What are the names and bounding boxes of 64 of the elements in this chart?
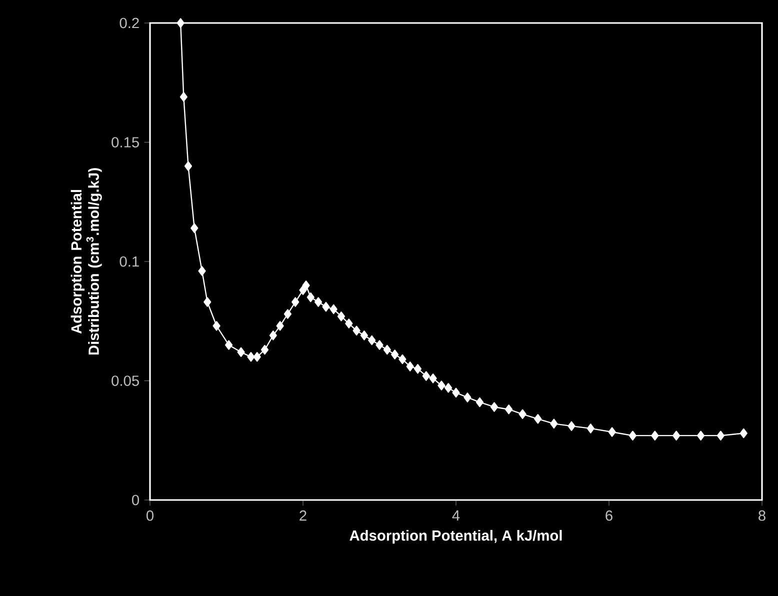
point xyxy=(740,428,748,438)
point xyxy=(204,297,212,307)
point xyxy=(651,430,659,440)
point xyxy=(260,344,269,355)
y-tick-label: 0.2 xyxy=(120,18,139,28)
x-tick-label: 8 xyxy=(758,510,766,521)
x-axis-title: Adsorption Potential, A kJ/mol xyxy=(350,530,562,544)
point xyxy=(568,421,576,431)
point xyxy=(212,321,220,331)
point xyxy=(337,311,346,322)
point xyxy=(368,335,376,346)
point xyxy=(414,364,422,374)
y-tick-label: 0.05 xyxy=(112,376,139,386)
point xyxy=(391,350,399,360)
point xyxy=(292,297,300,307)
point xyxy=(716,430,724,440)
point xyxy=(383,344,391,355)
point xyxy=(345,318,353,328)
point xyxy=(550,418,558,429)
point xyxy=(184,161,192,171)
point xyxy=(314,297,322,307)
point xyxy=(697,430,705,440)
y-tick-label: 0 xyxy=(132,494,140,506)
y-tick-label: 0.15 xyxy=(112,137,139,148)
point xyxy=(352,326,360,336)
point xyxy=(586,424,594,434)
point xyxy=(464,392,472,402)
point xyxy=(672,430,680,440)
point xyxy=(247,352,255,362)
point xyxy=(180,92,188,102)
point xyxy=(476,397,484,408)
point xyxy=(534,414,542,424)
point xyxy=(330,304,338,314)
point xyxy=(504,404,513,414)
point xyxy=(360,330,368,340)
point xyxy=(306,292,314,302)
point xyxy=(444,383,452,393)
point xyxy=(376,340,384,350)
point xyxy=(438,380,446,390)
point xyxy=(284,309,292,319)
point xyxy=(302,280,310,290)
point xyxy=(406,362,414,372)
x-tick-label: 0 xyxy=(146,510,154,521)
point xyxy=(253,352,261,362)
point xyxy=(452,388,460,398)
point xyxy=(490,402,498,412)
y-tick-label: 0.1 xyxy=(120,256,139,267)
x-tick-label: 4 xyxy=(452,510,460,520)
point xyxy=(237,347,245,357)
point xyxy=(628,430,637,440)
point xyxy=(518,409,526,420)
point xyxy=(269,330,277,340)
point xyxy=(608,427,616,437)
point xyxy=(422,371,430,381)
point xyxy=(429,373,437,384)
point xyxy=(398,354,406,364)
point xyxy=(322,302,330,312)
x-tick-label: 2 xyxy=(300,510,306,521)
point xyxy=(198,266,206,276)
point xyxy=(276,321,284,331)
point xyxy=(225,340,233,350)
x-tick-label: 6 xyxy=(606,510,612,521)
point xyxy=(176,18,184,28)
point xyxy=(190,223,198,233)
